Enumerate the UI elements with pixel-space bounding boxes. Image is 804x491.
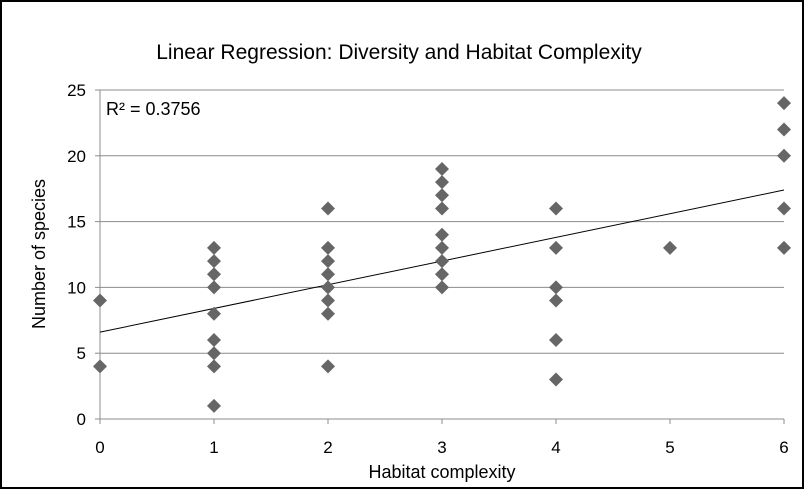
data-point-28 xyxy=(549,201,563,216)
gridlines xyxy=(100,89,784,354)
data-point-32 xyxy=(549,333,563,348)
data-point-12 xyxy=(321,240,335,255)
data-point-33 xyxy=(549,372,563,387)
data-point-19 xyxy=(435,161,449,176)
data-point-14 xyxy=(321,267,335,282)
data-point-20 xyxy=(435,175,449,190)
data-point-2 xyxy=(207,240,221,255)
data-point-38 xyxy=(777,201,791,216)
data-point-10 xyxy=(207,398,221,413)
data-point-17 xyxy=(321,306,335,321)
data-point-23 xyxy=(435,227,449,242)
data-point-21 xyxy=(435,188,449,203)
data-points xyxy=(93,96,791,413)
r-squared-annotation: R² = 0.3756 xyxy=(106,99,201,119)
data-point-29 xyxy=(549,240,563,255)
data-point-8 xyxy=(207,346,221,361)
data-point-24 xyxy=(435,240,449,255)
x-tick-label-4: 4 xyxy=(551,438,560,457)
x-tick-label-5: 5 xyxy=(665,438,674,457)
y-tick-label-0: 0 xyxy=(77,410,86,429)
data-point-39 xyxy=(777,240,791,255)
data-point-16 xyxy=(321,293,335,308)
data-point-6 xyxy=(207,306,221,321)
data-point-15 xyxy=(321,280,335,295)
data-point-37 xyxy=(777,148,791,163)
x-tick-label-6: 6 xyxy=(779,438,788,457)
x-tick-labels: 0 1 2 3 4 5 6 xyxy=(95,438,788,457)
data-point-7 xyxy=(207,333,221,348)
data-point-30 xyxy=(549,280,563,295)
x-tick-label-3: 3 xyxy=(437,438,446,457)
data-point-27 xyxy=(435,280,449,295)
y-tick-label-4: 20 xyxy=(67,147,86,166)
data-point-4 xyxy=(207,267,221,282)
y-tick-label-1: 5 xyxy=(77,344,86,363)
data-point-22 xyxy=(435,201,449,216)
data-point-11 xyxy=(321,201,335,216)
data-point-5 xyxy=(207,280,221,295)
y-tick-label-5: 25 xyxy=(67,81,86,100)
data-point-31 xyxy=(549,293,563,308)
x-tick-label-1: 1 xyxy=(209,438,218,457)
data-point-0 xyxy=(93,293,107,308)
data-point-26 xyxy=(435,267,449,282)
y-axis-label: Number of species xyxy=(29,179,49,329)
x-tick-label-0: 0 xyxy=(95,438,104,457)
data-point-34 xyxy=(663,240,677,255)
data-point-13 xyxy=(321,254,335,269)
data-point-25 xyxy=(435,254,449,269)
data-point-18 xyxy=(321,359,335,374)
data-point-35 xyxy=(777,96,791,111)
data-point-3 xyxy=(207,254,221,269)
x-tick-label-2: 2 xyxy=(323,438,332,457)
chart-title: Linear Regression: Diversity and Habitat… xyxy=(156,41,642,64)
y-tick-label-2: 10 xyxy=(67,278,86,297)
y-tick-label-3: 15 xyxy=(67,213,86,232)
y-tick-labels: 0 5 10 15 20 25 xyxy=(67,81,86,429)
data-point-9 xyxy=(207,359,221,374)
x-axis-label: Habitat complexity xyxy=(368,462,515,482)
data-point-36 xyxy=(777,122,791,137)
data-point-1 xyxy=(93,359,107,374)
